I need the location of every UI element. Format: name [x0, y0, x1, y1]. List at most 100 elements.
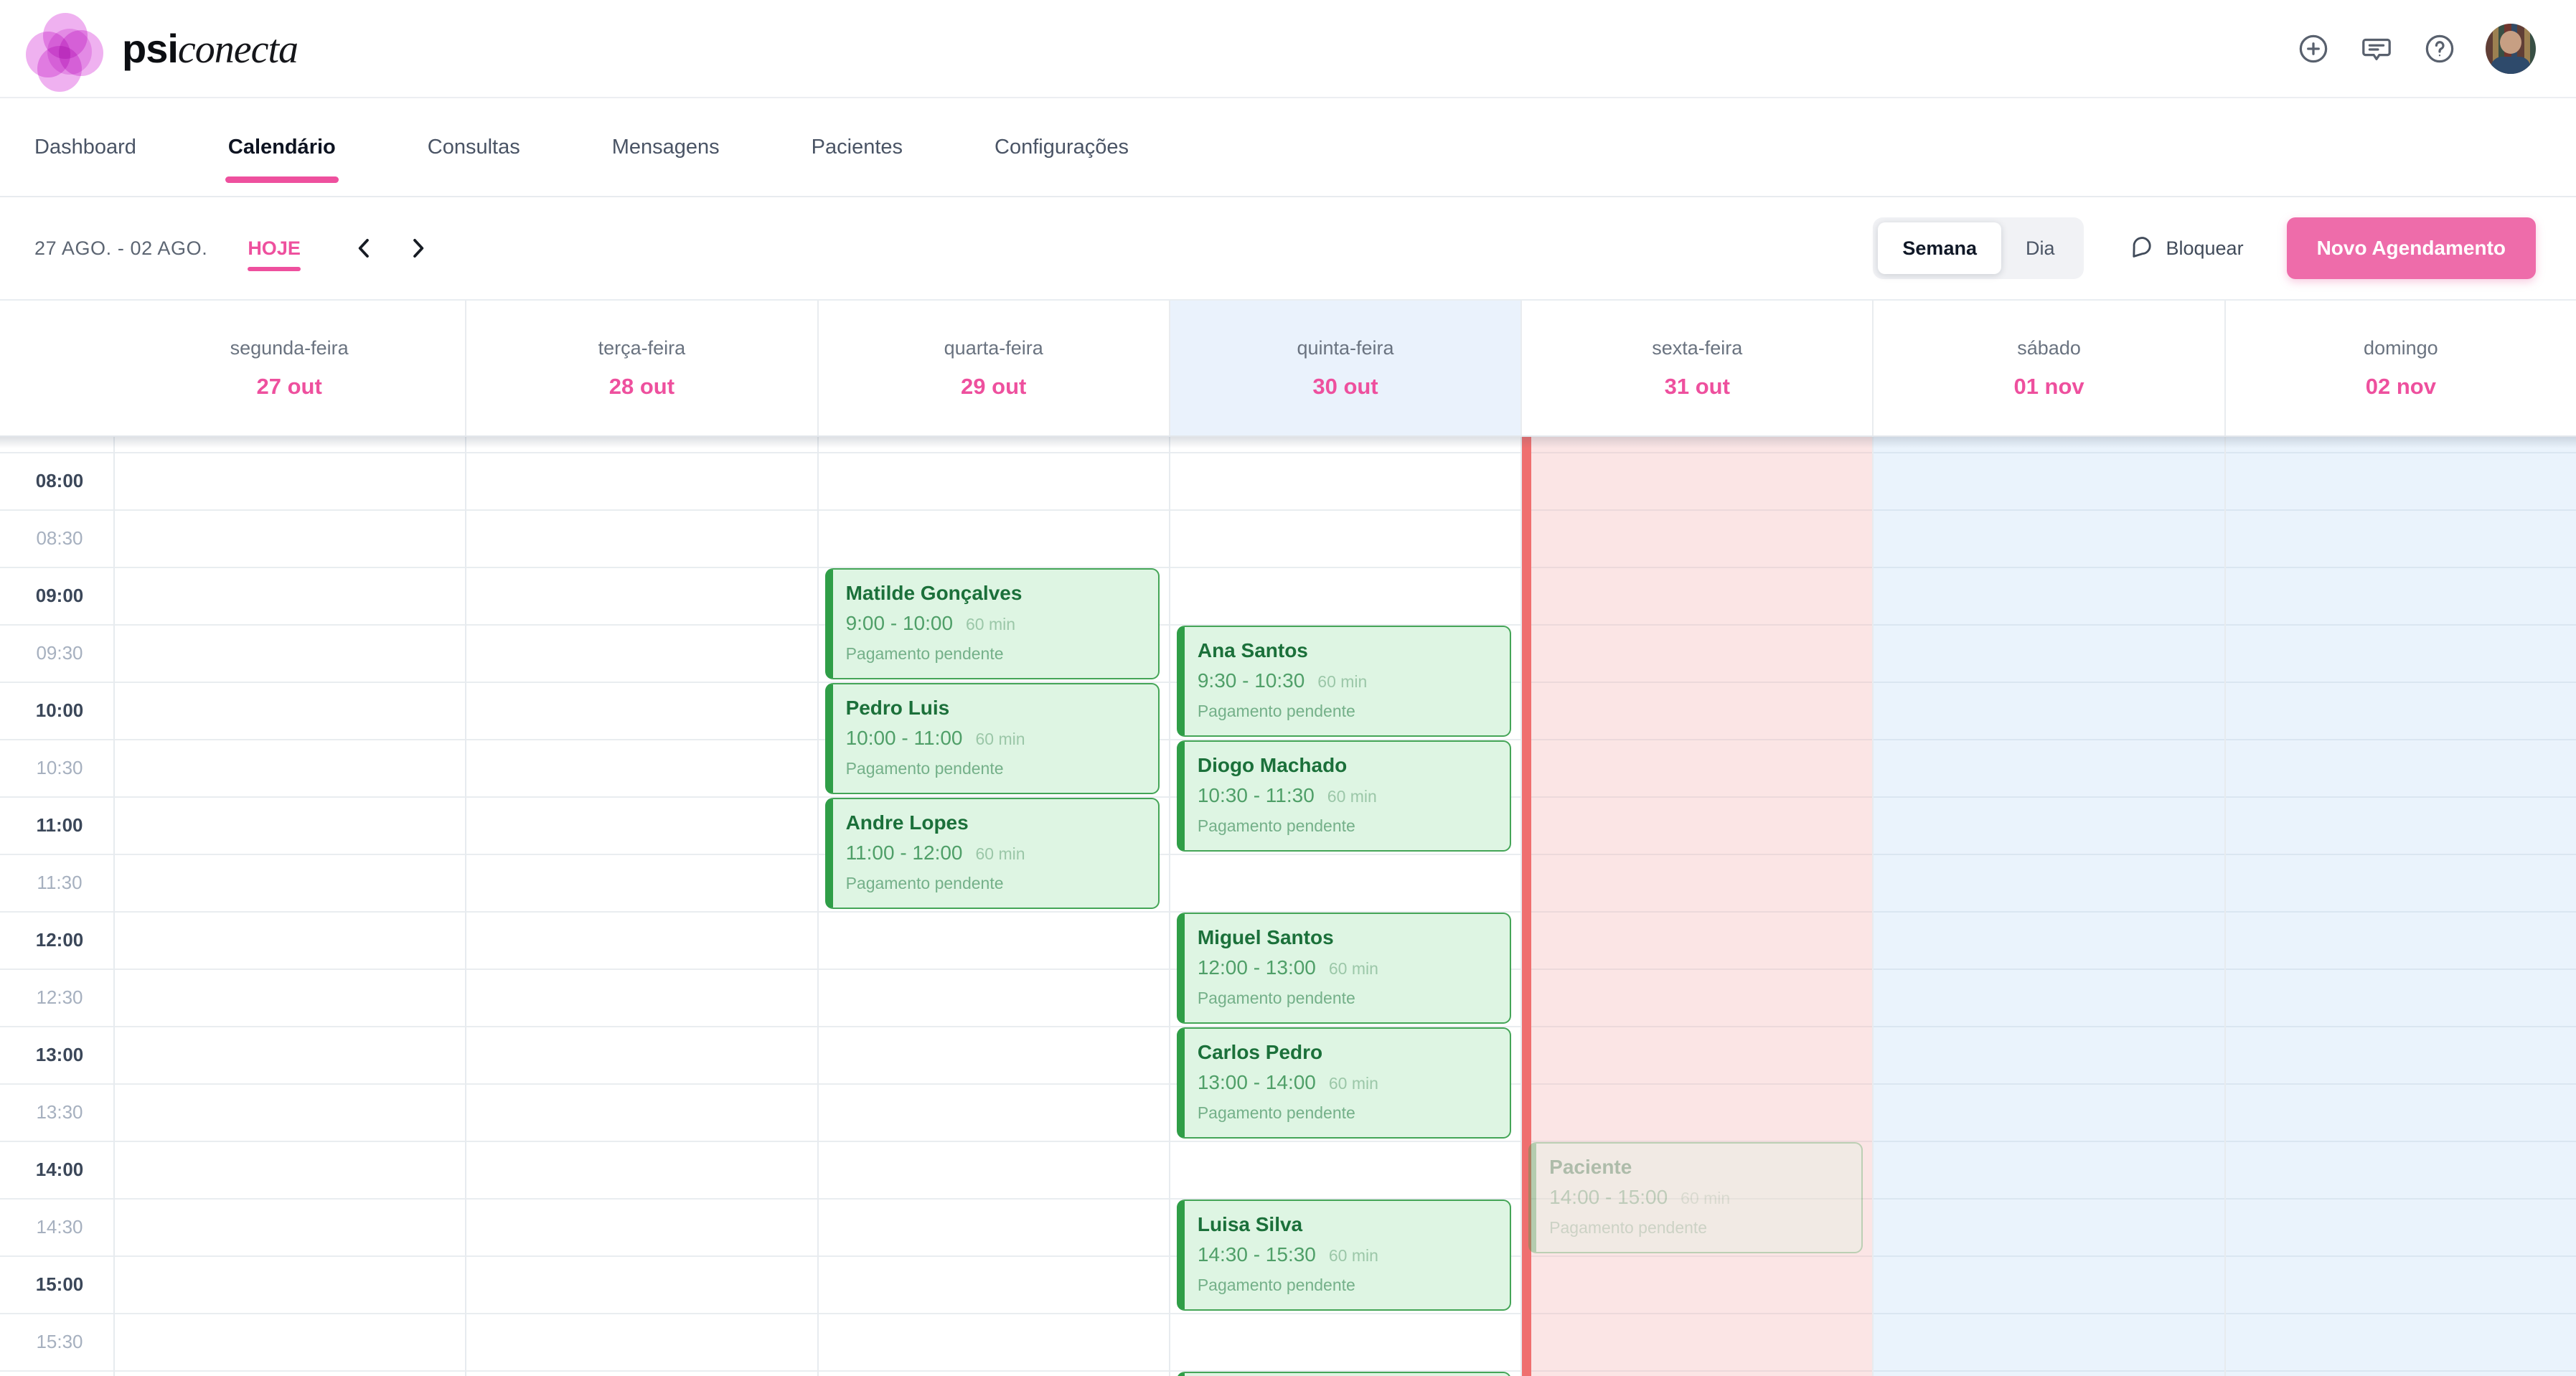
block-button[interactable]: Bloquear — [2127, 235, 2244, 262]
next-week-button[interactable] — [404, 232, 436, 264]
app-title-prefix: psi — [122, 25, 179, 71]
event-duration: 60 min — [966, 615, 1016, 633]
time-label: 09:30 — [36, 641, 83, 664]
day-name: sábado — [2017, 336, 2081, 359]
event-card[interactable]: Miguel Santos 12:00 - 13:00 60 min Pagam… — [1176, 913, 1512, 1024]
day-header-cell[interactable]: sexta-feira 31 out — [1520, 301, 1872, 435]
view-day-button[interactable]: Dia — [2001, 222, 2079, 274]
time-label: 11:00 — [36, 814, 83, 836]
nav-item-pacientes[interactable]: Pacientes — [812, 98, 903, 196]
day-header-cell[interactable]: quinta-feira 30 out — [1168, 301, 1521, 435]
day-column[interactable] — [113, 437, 465, 1376]
day-column[interactable]: Ana Santos 9:30 - 10:30 60 min Pagamento… — [1168, 437, 1520, 1376]
time-label: 14:00 — [35, 1158, 84, 1180]
day-header-cell[interactable]: terça-feira 28 out — [465, 301, 817, 435]
day-name: domingo — [2364, 336, 2438, 359]
event-duration: 60 min — [1327, 787, 1377, 806]
time-label: 10:00 — [35, 699, 84, 721]
day-header-cell[interactable]: segunda-feira 27 out — [113, 301, 465, 435]
add-button[interactable] — [2296, 32, 2331, 66]
app-logo: psi conecta — [26, 9, 299, 92]
event-time-range: 9:30 - 10:30 — [1197, 669, 1305, 692]
day-name: quarta-feira — [944, 336, 1043, 359]
main-nav: Dashboard Calendário Consultas Mensagens… — [0, 97, 2576, 197]
event-payment-status: Pagamento pendente — [845, 644, 1004, 663]
day-header-cell[interactable]: quarta-feira 29 out — [817, 301, 1169, 435]
nav-item-dashboard[interactable]: Dashboard — [34, 98, 136, 196]
help-button[interactable] — [2422, 32, 2457, 66]
chevron-right-icon — [404, 235, 436, 262]
event-patient-name: Pedro Luis — [845, 697, 950, 719]
event-card[interactable]: Pedro Luis 10:00 - 11:00 60 min Pagament… — [824, 683, 1160, 794]
active-tab-underline — [225, 176, 339, 183]
day-column[interactable]: Matilde Gonçalves 9:00 - 10:00 60 min Pa… — [817, 437, 1169, 1376]
event-patient-name: Ana Santos — [1197, 639, 1308, 661]
plus-circle-icon — [2297, 32, 2330, 65]
day-date: 02 nov — [2365, 373, 2436, 399]
day-name: terça-feira — [598, 336, 686, 359]
view-switcher: Semana Dia — [1873, 217, 2084, 279]
today-button[interactable]: HOJE — [248, 237, 301, 271]
day-date: 29 out — [961, 373, 1027, 399]
event-card[interactable]: Andre Lopes 11:00 - 12:00 60 min Pagamen… — [824, 798, 1160, 909]
event-card[interactable]: Matilde Gonçalves 9:00 - 10:00 60 min Pa… — [824, 568, 1160, 679]
event-payment-status: Pagamento pendente — [1197, 1276, 1355, 1294]
view-week-button[interactable]: Semana — [1878, 222, 2001, 274]
nav-item-consultas[interactable]: Consultas — [428, 98, 520, 196]
question-circle-icon — [2423, 32, 2456, 65]
day-date: 01 nov — [2013, 373, 2084, 399]
event-card[interactable]: Ana Santos 9:30 - 10:30 60 min Pagamento… — [1176, 626, 1512, 737]
blocked-day-bar — [1522, 437, 1532, 1376]
event-card[interactable]: Diogo Machado 10:30 - 11:30 60 min Pagam… — [1176, 740, 1512, 852]
toolbar-right: Semana Dia Bloquear Novo Agendamento — [1873, 217, 2536, 279]
calendar-grid: 08:00 08:30 09:00 09:30 10:00 10:30 11:00 11:30… — [0, 437, 2576, 1376]
logo-flower-icon — [26, 9, 105, 92]
event-card[interactable]: Luisa Silva 14:30 - 15:30 60 min Pagamen… — [1176, 1200, 1512, 1311]
user-avatar[interactable] — [2486, 23, 2536, 74]
nav-item-mensagens[interactable]: Mensagens — [612, 98, 720, 196]
event-payment-status: Pagamento pendente — [1197, 702, 1355, 720]
time-label: 13:30 — [36, 1101, 83, 1123]
time-label: 14:30 — [36, 1215, 83, 1238]
day-header-cell[interactable]: sábado 01 nov — [1872, 301, 2224, 435]
messages-button[interactable] — [2359, 32, 2394, 66]
time-label: 11:30 — [37, 871, 83, 893]
time-label: 08:00 — [35, 469, 84, 491]
day-column[interactable] — [2224, 437, 2576, 1376]
event-card[interactable]: Paciente 14:00 - 15:00 60 min Pagamento … — [1528, 1142, 1863, 1253]
time-label: 13:00 — [35, 1043, 84, 1065]
gutter-header-cell — [0, 301, 113, 435]
time-label: 12:30 — [36, 986, 83, 1008]
day-date: 31 out — [1664, 373, 1730, 399]
event-time-range: 14:30 - 15:30 — [1197, 1243, 1316, 1266]
event-payment-status: Pagamento pendente — [845, 874, 1004, 892]
nav-item-calendario[interactable]: Calendário — [225, 98, 339, 196]
event-payment-status: Pagamento pendente — [845, 759, 1004, 778]
day-column[interactable] — [1872, 437, 2224, 1376]
event-duration: 60 min — [975, 730, 1025, 748]
event-patient-name: Diogo Machado — [1197, 754, 1348, 776]
event-duration: 60 min — [1328, 959, 1378, 978]
day-date: 28 out — [608, 373, 675, 399]
event-duration: 60 min — [975, 844, 1025, 863]
event-time-range: 9:00 - 10:00 — [845, 612, 954, 634]
event-card[interactable]: Carlos Pedro 13:00 - 14:00 60 min Pagame… — [1176, 1027, 1512, 1139]
event-time-range: 12:00 - 13:00 — [1197, 956, 1316, 979]
chevron-left-icon — [351, 235, 382, 262]
event-patient-name: Miguel Santos — [1197, 926, 1334, 948]
event-patient-name: Luisa Silva — [1197, 1213, 1303, 1235]
day-column[interactable]: Paciente 14:00 - 15:00 60 min Pagamento … — [1520, 437, 1873, 1376]
day-column[interactable] — [465, 437, 817, 1376]
nav-item-configuracoes[interactable]: Configurações — [995, 98, 1129, 196]
event-time-range: 13:00 - 14:00 — [1197, 1071, 1316, 1093]
week-range-label: 27 AGO. - 02 AGO. — [34, 237, 208, 259]
event-time-range: 14:00 - 15:00 — [1549, 1186, 1668, 1208]
time-label: 10:30 — [36, 756, 83, 778]
time-gutter: 08:00 08:30 09:00 09:30 10:00 10:30 11:00 11:30… — [0, 437, 113, 1376]
time-label: 09:00 — [35, 584, 84, 606]
day-header-cell[interactable]: domingo 02 nov — [2224, 301, 2576, 435]
event-card-partial[interactable] — [1176, 1372, 1512, 1376]
event-time-range: 10:00 - 11:00 — [845, 727, 963, 749]
prev-week-button[interactable] — [351, 232, 382, 264]
new-appointment-button[interactable]: Novo Agendamento — [2286, 217, 2536, 279]
